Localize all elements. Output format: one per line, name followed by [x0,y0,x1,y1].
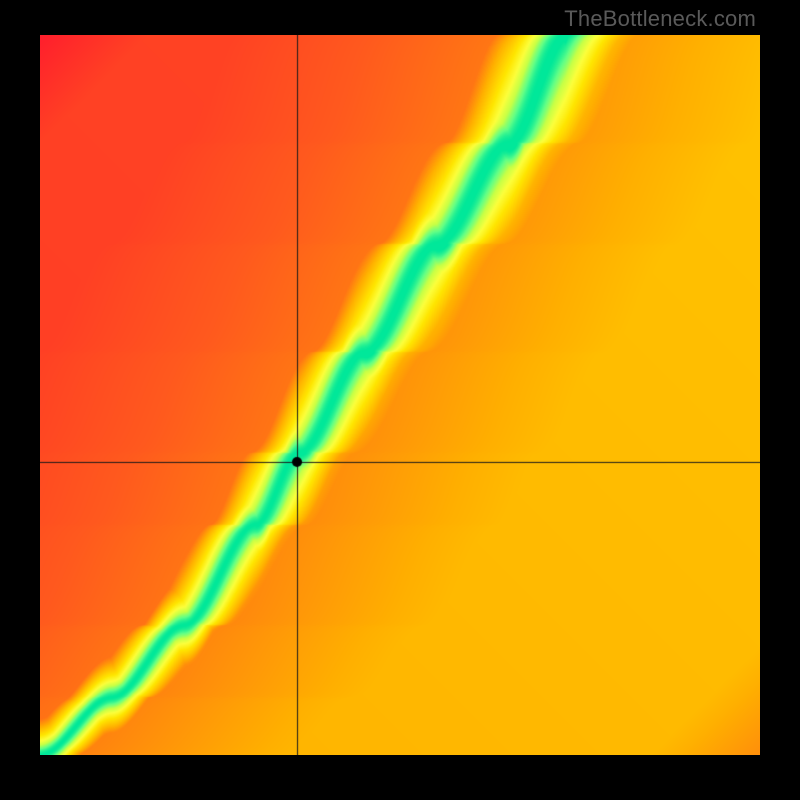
watermark-text: TheBottleneck.com [564,6,756,32]
chart-container: TheBottleneck.com [0,0,800,800]
heatmap-plot [40,35,760,755]
heatmap-canvas [40,35,760,755]
